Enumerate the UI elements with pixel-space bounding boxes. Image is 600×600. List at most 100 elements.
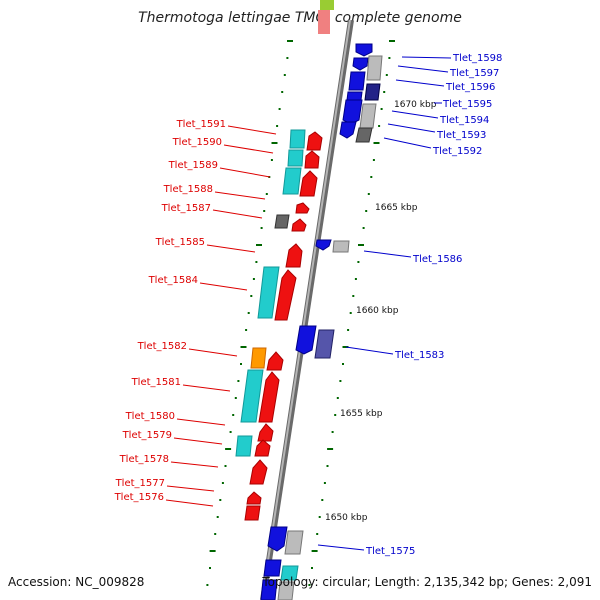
gene-block bbox=[318, 10, 330, 34]
gene-label[interactable]: Tlet_1597 bbox=[449, 68, 499, 79]
leader-line bbox=[173, 437, 223, 445]
tick-mark bbox=[354, 278, 357, 280]
tick-mark bbox=[276, 125, 279, 127]
gene-label[interactable]: Tlet_1575 bbox=[365, 546, 415, 557]
tick-mark bbox=[209, 567, 211, 569]
tick-mark bbox=[286, 57, 289, 59]
leader-line bbox=[401, 56, 452, 59]
leader-line bbox=[199, 282, 248, 291]
leader-line bbox=[397, 65, 449, 73]
tick-mark bbox=[256, 244, 262, 246]
gene-label[interactable]: Tlet_1582 bbox=[137, 341, 187, 352]
scale-label: 1655 kbp bbox=[340, 409, 383, 419]
tick-mark bbox=[232, 414, 235, 416]
tick-mark bbox=[342, 346, 349, 348]
tick-mark bbox=[263, 210, 266, 212]
gene-block bbox=[277, 581, 295, 600]
tick-mark bbox=[388, 57, 391, 59]
tick-mark bbox=[339, 380, 342, 382]
right-gene-labels: Tlet_1598 Tlet_1597 Tlet_1596 Tlet_1595 … bbox=[317, 53, 502, 557]
gene-block bbox=[282, 167, 302, 195]
leader-line bbox=[214, 191, 266, 200]
tick-mark bbox=[234, 397, 237, 399]
gene-block bbox=[285, 243, 303, 268]
tick-mark bbox=[308, 584, 311, 586]
gene-label[interactable]: Tlet_1576 bbox=[114, 492, 164, 503]
gene-block bbox=[266, 351, 284, 371]
leader-line bbox=[219, 167, 271, 178]
leader-line bbox=[345, 346, 394, 355]
gene-block bbox=[267, 526, 288, 552]
tick-mark bbox=[378, 125, 381, 127]
gene-block bbox=[240, 369, 264, 423]
gene-label[interactable]: Tlet_1596 bbox=[445, 82, 495, 93]
gene-label[interactable]: Tlet_1593 bbox=[436, 130, 486, 141]
accession-text: Accession: NC_009828 bbox=[8, 575, 144, 589]
leader-line bbox=[387, 123, 436, 133]
leader-line bbox=[170, 461, 219, 468]
tick-mark bbox=[221, 482, 224, 484]
gene-label[interactable]: Tlet_1584 bbox=[148, 275, 198, 286]
gene-label[interactable]: Tlet_1598 bbox=[452, 53, 502, 64]
gene-label[interactable]: Tlet_1581 bbox=[131, 377, 181, 388]
gene-block bbox=[295, 325, 317, 355]
scale-label: 1650 kbp bbox=[325, 513, 368, 523]
gene-label[interactable]: Tlet_1580 bbox=[125, 411, 175, 422]
tick-mark bbox=[240, 363, 242, 365]
gene-label[interactable]: Tlet_1590 bbox=[172, 137, 222, 148]
tick-mark bbox=[367, 193, 370, 195]
leader-line bbox=[227, 125, 277, 135]
gene-label[interactable]: Tlet_1591 bbox=[176, 119, 226, 130]
tick-mark bbox=[323, 482, 326, 484]
gene-block bbox=[352, 57, 369, 71]
gene-label[interactable]: Tlet_1579 bbox=[122, 430, 172, 441]
leader-line bbox=[166, 485, 215, 492]
gene-label[interactable]: Tlet_1577 bbox=[115, 478, 165, 489]
gene-block bbox=[364, 83, 381, 101]
tick-mark bbox=[283, 74, 286, 76]
tick-mark bbox=[336, 397, 339, 399]
gene-block bbox=[289, 129, 306, 149]
gene-block bbox=[342, 99, 363, 125]
tick-mark bbox=[357, 261, 360, 263]
tick-mark bbox=[347, 329, 350, 331]
leader-line bbox=[182, 384, 231, 392]
scale-label: 1670 kbp bbox=[394, 100, 437, 110]
tick-mark bbox=[327, 448, 334, 450]
gene-label[interactable]: Tlet_1586 bbox=[412, 254, 462, 265]
gene-block bbox=[257, 266, 280, 319]
tick-mark bbox=[250, 295, 253, 297]
tick-mark bbox=[229, 431, 232, 433]
gene-label[interactable]: Tlet_1583 bbox=[394, 350, 444, 361]
leader-line bbox=[188, 348, 238, 357]
gene-block bbox=[348, 71, 366, 91]
gene-block bbox=[280, 565, 299, 581]
tick-mark bbox=[214, 533, 217, 535]
gene-label[interactable]: Tlet_1592 bbox=[432, 146, 482, 157]
gene-label[interactable]: Tlet_1587 bbox=[161, 203, 211, 214]
leader-line bbox=[176, 418, 226, 426]
gene-block bbox=[246, 491, 262, 505]
tick-mark bbox=[219, 499, 222, 501]
left-strand-genes bbox=[235, 0, 334, 521]
leader-line bbox=[391, 110, 439, 119]
gene-label[interactable]: Tlet_1594 bbox=[439, 115, 489, 126]
tick-mark bbox=[370, 176, 373, 178]
tick-mark bbox=[224, 465, 227, 467]
tick-mark bbox=[237, 380, 240, 382]
gene-label[interactable]: Tlet_1589 bbox=[168, 160, 218, 171]
tick-mark bbox=[326, 465, 329, 467]
tick-mark bbox=[260, 227, 263, 229]
gene-block bbox=[291, 218, 307, 232]
leader-line bbox=[212, 209, 263, 219]
gene-label[interactable]: Tlet_1595 bbox=[442, 99, 492, 110]
tick-mark bbox=[334, 414, 337, 416]
tick-mark bbox=[316, 533, 319, 535]
gene-label[interactable]: Tlet_1588 bbox=[163, 184, 213, 195]
scale-label: 1660 kbp bbox=[356, 306, 399, 316]
tick-mark bbox=[349, 312, 352, 314]
gene-label[interactable]: Tlet_1585 bbox=[155, 237, 205, 248]
gene-label[interactable]: Tlet_1578 bbox=[119, 454, 169, 465]
gene-block bbox=[299, 170, 318, 197]
